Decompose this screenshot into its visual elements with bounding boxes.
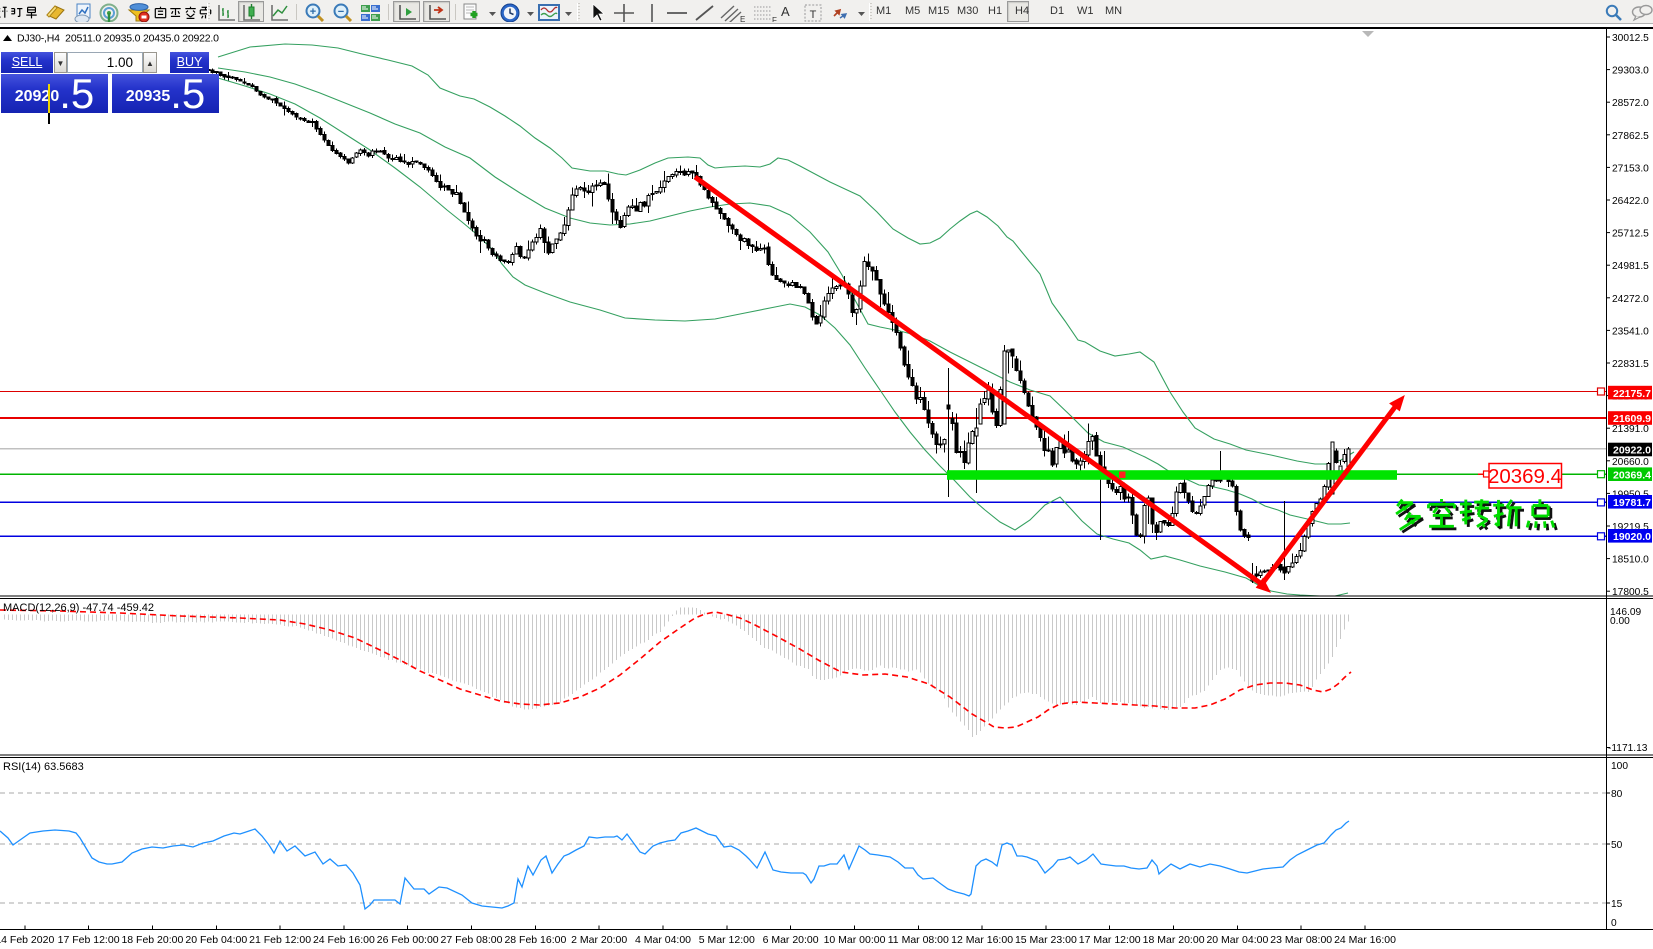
svg-text:24981.5: 24981.5 (1612, 261, 1649, 272)
svg-text:0: 0 (1611, 918, 1617, 929)
svg-text:19020.0: 19020.0 (1613, 531, 1651, 543)
svg-text:19950.5: 19950.5 (1612, 489, 1649, 500)
svg-text:0.00: 0.00 (1610, 616, 1630, 627)
svg-text:146.09: 146.09 (1610, 607, 1641, 618)
svg-text:-1171.13: -1171.13 (1608, 743, 1648, 754)
svg-text:F: F (772, 16, 777, 22)
svg-text:24272.0: 24272.0 (1612, 294, 1649, 305)
svg-text:−: − (338, 6, 344, 18)
svg-text:29303.0: 29303.0 (1612, 66, 1649, 77)
svg-text:50: 50 (1611, 840, 1623, 851)
svg-text:27153.0: 27153.0 (1612, 163, 1649, 174)
svg-text:22175.7: 22175.7 (1613, 388, 1651, 400)
svg-text:19219.5: 19219.5 (1612, 522, 1649, 533)
svg-text:+: + (310, 6, 316, 18)
svg-text:18510.0: 18510.0 (1612, 555, 1649, 566)
svg-text:15: 15 (1611, 899, 1623, 910)
svg-text:21391.0: 21391.0 (1612, 424, 1649, 435)
svg-text:22831.5: 22831.5 (1612, 359, 1649, 370)
svg-text:20369.4: 20369.4 (1613, 469, 1651, 481)
svg-text:E: E (740, 15, 745, 22)
svg-text:100: 100 (1611, 761, 1628, 772)
svg-text:17800.5: 17800.5 (1612, 587, 1649, 598)
svg-text:DJ30-,H4 20511.0 20935.0 2043: DJ30-,H4 20511.0 20935.0 20435.0 20922.0 (17, 33, 219, 45)
svg-text:30012.5: 30012.5 (1612, 33, 1649, 44)
svg-text:20660.0: 20660.0 (1612, 457, 1649, 468)
svg-text:23541.0: 23541.0 (1612, 326, 1649, 337)
svg-text:21609.9: 21609.9 (1613, 413, 1651, 425)
svg-text:28572.0: 28572.0 (1612, 98, 1649, 109)
svg-text:25712.5: 25712.5 (1612, 229, 1649, 240)
svg-text:T: T (810, 9, 817, 21)
svg-text:80: 80 (1611, 789, 1623, 800)
svg-text:27862.5: 27862.5 (1612, 131, 1649, 142)
svg-text:MACD(12,26,9) -47.74 -459.42: MACD(12,26,9) -47.74 -459.42 (3, 602, 154, 614)
svg-text:20922.0: 20922.0 (1613, 445, 1651, 457)
svg-text:RSI(14) 63.5683: RSI(14) 63.5683 (3, 761, 84, 773)
svg-text:19781.7: 19781.7 (1613, 497, 1651, 509)
svg-text:26422.0: 26422.0 (1612, 196, 1649, 207)
svg-text:20369.4: 20369.4 (1488, 465, 1562, 488)
